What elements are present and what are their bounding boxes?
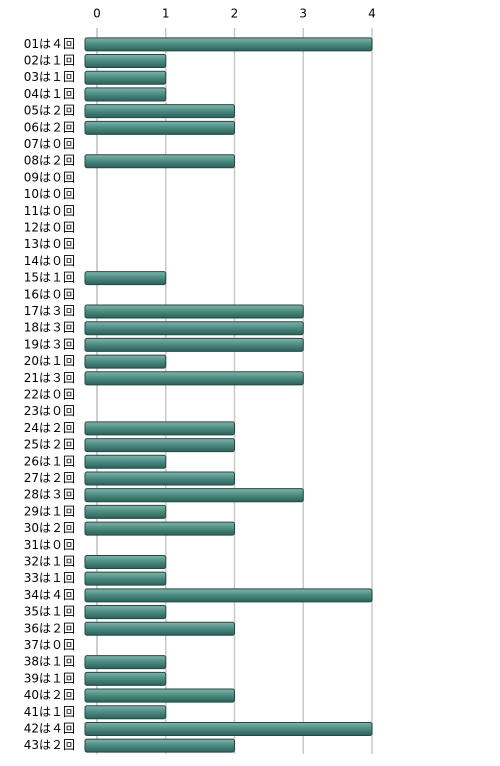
bar xyxy=(84,54,167,69)
bar xyxy=(84,721,373,736)
bar xyxy=(84,471,235,486)
y-tick-label: 05は２回 xyxy=(24,104,75,118)
y-tick-label: 23は０回 xyxy=(24,404,75,418)
y-tick-label: 34は４回 xyxy=(24,588,75,602)
x-tick-label: 0 xyxy=(93,7,101,21)
bar xyxy=(84,371,304,386)
y-tick-label: 17は３回 xyxy=(24,304,75,318)
bar xyxy=(84,504,167,519)
bar xyxy=(84,605,167,620)
bar xyxy=(84,521,235,536)
y-tick-label: 07は０回 xyxy=(24,137,75,151)
bar xyxy=(84,321,304,336)
bar xyxy=(84,304,304,319)
y-tick-label: 21は３回 xyxy=(24,371,75,385)
bar xyxy=(84,571,167,586)
y-tick-label: 40は２回 xyxy=(24,688,75,702)
y-tick-label: 24は２回 xyxy=(24,421,75,435)
y-tick-label: 39は１回 xyxy=(24,671,75,685)
y-tick-label: 04は１回 xyxy=(24,87,75,101)
bar xyxy=(84,554,167,569)
y-tick-label: 01は４回 xyxy=(24,37,75,51)
y-tick-label: 09は０回 xyxy=(24,170,75,184)
bar xyxy=(84,688,235,703)
bar xyxy=(84,70,167,85)
bar xyxy=(84,354,167,369)
bar xyxy=(84,738,235,753)
y-tick-label: 32は１回 xyxy=(24,554,75,568)
x-tick-label: 3 xyxy=(299,7,307,21)
y-tick-label: 27は２回 xyxy=(24,471,75,485)
y-tick-label: 42は４回 xyxy=(24,721,75,735)
y-tick-label: 43は２回 xyxy=(24,738,75,752)
bar xyxy=(84,655,167,670)
bar xyxy=(84,271,167,286)
y-tick-label: 12は０回 xyxy=(24,221,75,235)
y-tick-label: 19は３回 xyxy=(24,337,75,351)
bar xyxy=(84,621,235,636)
bar xyxy=(84,120,235,135)
bar xyxy=(84,488,304,503)
y-tick-label: 36は２回 xyxy=(24,621,75,635)
y-tick-label: 31は０回 xyxy=(24,538,75,552)
bar xyxy=(84,454,167,469)
y-tick-label: 02は１回 xyxy=(24,54,75,68)
bar xyxy=(84,37,373,52)
y-tick-label: 18は３回 xyxy=(24,321,75,335)
bar xyxy=(84,337,304,352)
y-tick-label: 13は０回 xyxy=(24,237,75,251)
y-tick-label: 29は１回 xyxy=(24,504,75,518)
y-tick-label: 03は１回 xyxy=(24,70,75,84)
y-tick-label: 37は０回 xyxy=(24,638,75,652)
y-tick-label: 06は２回 xyxy=(24,120,75,134)
bar xyxy=(84,104,235,119)
y-tick-label: 22は０回 xyxy=(24,388,75,402)
x-tick-label: 4 xyxy=(368,7,376,21)
y-tick-label: 38は１回 xyxy=(24,655,75,669)
x-tick-label: 1 xyxy=(162,7,170,21)
y-tick-label: 33は１回 xyxy=(24,571,75,585)
y-tick-label: 41は１回 xyxy=(24,705,75,719)
y-tick-label: 10は０回 xyxy=(24,187,75,201)
y-tick-label: 15は１回 xyxy=(24,271,75,285)
bar xyxy=(84,154,235,169)
y-tick-label: 08は２回 xyxy=(24,154,75,168)
y-tick-label: 14は０回 xyxy=(24,254,75,268)
bar xyxy=(84,87,167,102)
y-tick-label: 16は０回 xyxy=(24,287,75,301)
bar xyxy=(84,438,235,453)
bar xyxy=(84,588,373,603)
y-tick-label: 35は１回 xyxy=(24,605,75,619)
y-tick-label: 25は２回 xyxy=(24,438,75,452)
y-tick-label: 26は１回 xyxy=(24,454,75,468)
x-tick-label: 2 xyxy=(231,7,239,21)
bar xyxy=(84,421,235,436)
y-tick-label: 11は０回 xyxy=(24,204,75,218)
bar xyxy=(84,671,167,686)
y-tick-label: 28は３回 xyxy=(24,488,75,502)
y-tick-label: 30は２回 xyxy=(24,521,75,535)
bar xyxy=(84,705,167,720)
y-tick-label: 20は１回 xyxy=(24,354,75,368)
